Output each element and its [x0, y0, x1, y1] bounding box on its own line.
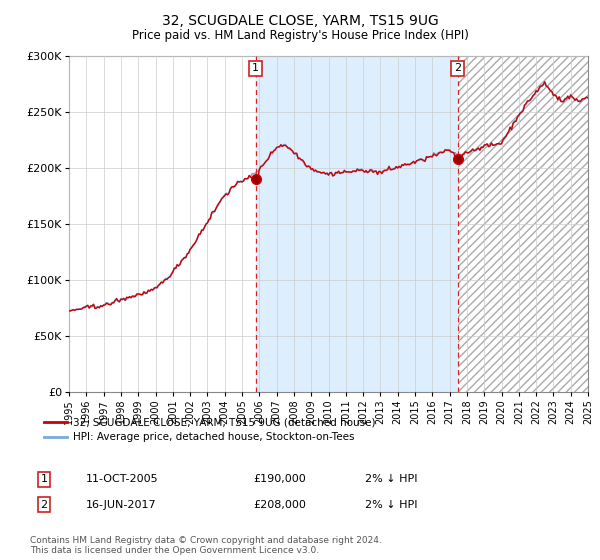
Text: 2: 2 [454, 63, 461, 73]
Bar [256, 56, 458, 392]
Text: 2% ↓ HPI: 2% ↓ HPI [365, 500, 418, 510]
Text: 16-JUN-2017: 16-JUN-2017 [86, 500, 157, 510]
Legend: 32, SCUGDALE CLOSE, YARM, TS15 9UG (detached house), HPI: Average price, detache: 32, SCUGDALE CLOSE, YARM, TS15 9UG (deta… [40, 413, 380, 446]
Text: Price paid vs. HM Land Registry's House Price Index (HPI): Price paid vs. HM Land Registry's House … [131, 29, 469, 42]
Text: 2: 2 [40, 500, 47, 510]
Text: Contains HM Land Registry data © Crown copyright and database right 2024.
This d: Contains HM Land Registry data © Crown c… [30, 535, 382, 555]
Bar [458, 56, 588, 392]
Bar [458, 56, 588, 392]
Text: 32, SCUGDALE CLOSE, YARM, TS15 9UG: 32, SCUGDALE CLOSE, YARM, TS15 9UG [161, 14, 439, 28]
Text: £190,000: £190,000 [253, 474, 306, 484]
Text: 2% ↓ HPI: 2% ↓ HPI [365, 474, 418, 484]
Text: £208,000: £208,000 [253, 500, 306, 510]
Text: 1: 1 [40, 474, 47, 484]
Text: 11-OCT-2005: 11-OCT-2005 [86, 474, 158, 484]
Text: 1: 1 [252, 63, 259, 73]
